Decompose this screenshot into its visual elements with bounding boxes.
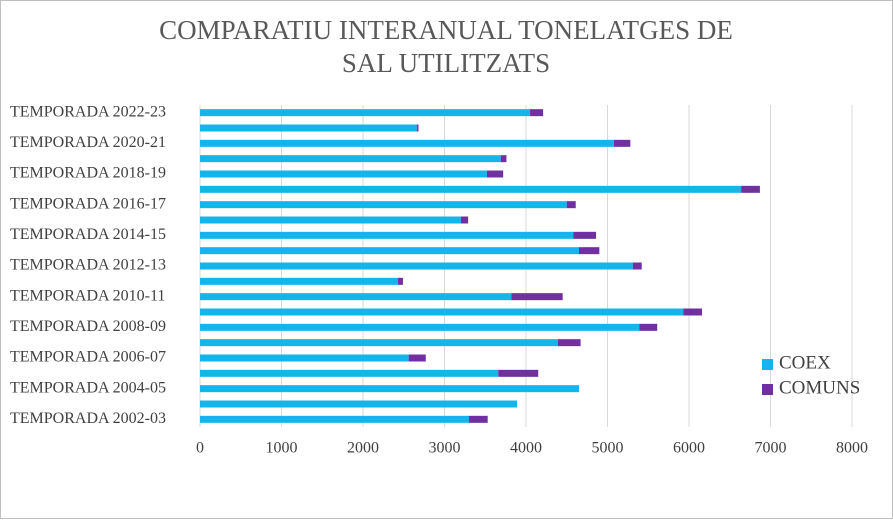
y-tick-label: TEMPORADA 2008-09 xyxy=(10,318,166,335)
y-tick-label: TEMPORADA 2006-07 xyxy=(10,349,166,366)
bar-segment xyxy=(200,385,579,393)
bar-segment xyxy=(632,262,642,270)
bar-segment xyxy=(511,293,563,301)
bar-segment xyxy=(683,308,703,316)
bar-segment xyxy=(200,170,487,178)
legend-label: COEX xyxy=(779,352,831,373)
bar-segment xyxy=(741,185,760,193)
x-tick-label: 0 xyxy=(196,440,204,457)
bar-segment xyxy=(200,247,579,255)
bar-segment xyxy=(573,231,597,239)
bar-segment xyxy=(200,277,399,285)
bar-segment xyxy=(460,216,469,224)
legend-label: COMUNS xyxy=(779,377,860,398)
bar-segment xyxy=(530,109,544,117)
x-tick-label: 5000 xyxy=(592,440,624,457)
bar-segment xyxy=(200,185,742,193)
bar-segment xyxy=(566,201,576,209)
bar-segment xyxy=(408,354,426,362)
x-tick-label: 8000 xyxy=(836,440,868,457)
bar-segment xyxy=(200,400,518,408)
bar-segment xyxy=(498,369,539,377)
bar-segment xyxy=(200,124,417,132)
y-tick-label: TEMPORADA 2002-03 xyxy=(10,410,166,427)
legend-swatch xyxy=(762,384,773,395)
bar-segment xyxy=(200,262,633,270)
bar-segment xyxy=(614,139,631,147)
bar-segment xyxy=(200,369,499,377)
x-tick-label: 7000 xyxy=(755,440,787,457)
y-tick-label: TEMPORADA 2022-23 xyxy=(10,103,166,120)
bar-segment xyxy=(578,247,600,255)
bar-segment xyxy=(416,124,419,132)
chart-title: COMPARATIU INTERANUAL TONELATGES DE SAL … xyxy=(159,15,733,78)
bar-segment xyxy=(468,415,488,423)
bar-segment xyxy=(557,339,581,347)
bar-segment xyxy=(200,308,684,316)
bar-segment xyxy=(486,170,504,178)
bar-segment xyxy=(200,201,567,209)
bar-segment xyxy=(200,415,469,423)
y-tick-label: TEMPORADA 2012-13 xyxy=(10,257,166,274)
y-tick-label: TEMPORADA 2014-15 xyxy=(10,226,166,243)
y-tick-label: TEMPORADA 2016-17 xyxy=(10,195,166,212)
y-tick-label: TEMPORADA 2010-11 xyxy=(10,287,165,304)
bar-segment xyxy=(200,354,409,362)
bar-segment xyxy=(200,323,640,331)
bar-segment xyxy=(500,155,507,163)
x-tick-label: 6000 xyxy=(673,440,705,457)
bar-segment xyxy=(200,293,512,301)
bar-segment xyxy=(200,216,461,224)
bar-segment xyxy=(200,139,615,147)
y-tick-label: TEMPORADA 2020-21 xyxy=(10,134,166,151)
legend-swatch xyxy=(762,359,773,370)
bar-segment xyxy=(398,277,403,285)
bar-segment xyxy=(200,231,574,239)
bar-segment xyxy=(200,109,531,117)
x-tick-label: 3000 xyxy=(429,440,461,457)
bar-segment xyxy=(200,155,501,163)
bar-segment xyxy=(639,323,658,331)
x-tick-label: 1000 xyxy=(266,440,298,457)
bar-segment xyxy=(200,339,558,347)
y-tick-label: TEMPORADA 2018-19 xyxy=(10,165,166,182)
y-tick-label: TEMPORADA 2004-05 xyxy=(10,379,166,396)
x-tick-label: 2000 xyxy=(347,440,379,457)
x-tick-label: 4000 xyxy=(510,440,542,457)
